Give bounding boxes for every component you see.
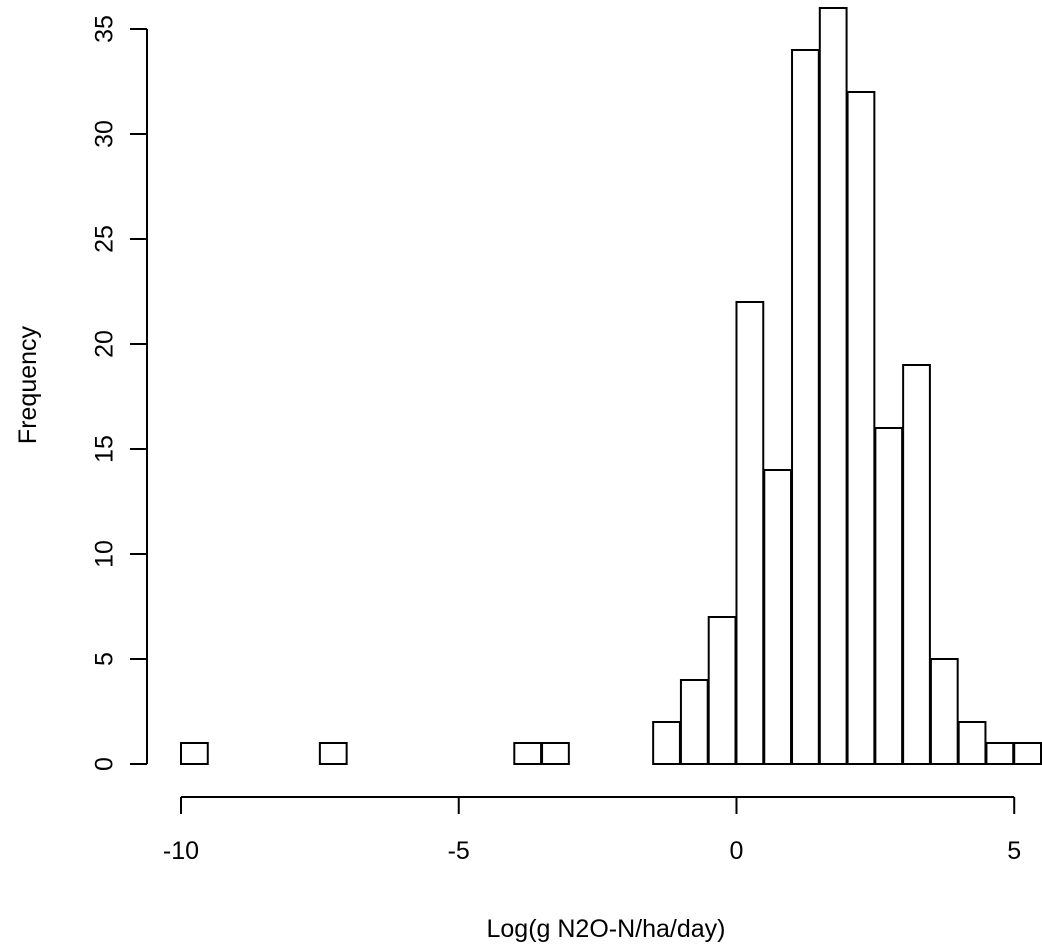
histogram-bar: [679, 679, 709, 765]
histogram-bar: [791, 49, 820, 765]
y-tick-label: 0: [91, 757, 119, 771]
y-tick-label: 30: [91, 120, 119, 148]
y-tick-label: 35: [91, 15, 119, 43]
histogram-bar: [541, 742, 570, 765]
histogram-bar: [1013, 742, 1042, 765]
histogram-bar: [929, 658, 959, 765]
x-axis-label: Log(g N2O-N/ha/day): [486, 915, 725, 943]
x-tick-label: -10: [163, 837, 199, 865]
y-tick-label: 25: [91, 225, 119, 253]
y-tick-label: 20: [91, 330, 119, 358]
histogram-bar: [652, 721, 681, 765]
y-tick-label: 10: [91, 540, 119, 568]
histogram-bar: [957, 721, 987, 765]
x-tick-label: -5: [448, 837, 470, 865]
histogram-bar: [902, 364, 931, 765]
histogram-bar: [318, 742, 348, 765]
y-axis-label: Frequency: [14, 325, 42, 444]
histogram-bar: [985, 742, 1015, 765]
histogram-bar: [874, 427, 904, 765]
histogram-bar: [818, 7, 848, 765]
x-axis: -10 -5 0 5: [163, 796, 1021, 865]
histogram-bar: [707, 616, 737, 765]
histogram-bar: [513, 742, 543, 765]
y-tick-label: 15: [91, 435, 119, 463]
x-tick-label: 5: [1007, 837, 1021, 865]
histogram-bars: [180, 7, 1042, 765]
histogram-bar: [180, 742, 209, 765]
x-tick-label: 0: [730, 837, 744, 865]
y-tick-label: 5: [91, 652, 119, 666]
histogram-bar: [735, 301, 765, 765]
y-axis: 0 5 10 15 20 25 30 35: [91, 15, 148, 771]
histogram-bar: [763, 469, 793, 765]
histogram-bar: [846, 91, 876, 765]
